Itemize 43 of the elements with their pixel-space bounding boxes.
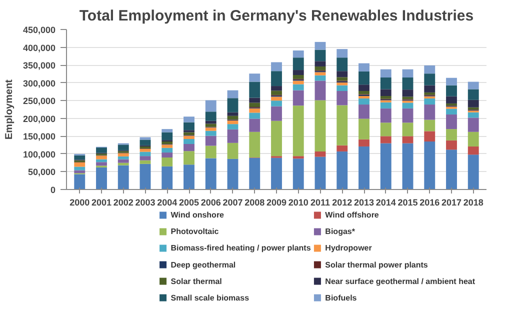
x-tick-label: 2004 bbox=[157, 198, 178, 208]
x-tick-label: 2011 bbox=[310, 198, 330, 208]
x-tick-label: 2012 bbox=[332, 198, 352, 208]
x-tick-label: 2002 bbox=[113, 198, 134, 208]
x-tick-label: 2014 bbox=[376, 198, 396, 208]
legend-label: Wind offshore bbox=[325, 210, 380, 220]
x-tick-label: 2013 bbox=[354, 198, 374, 208]
x-tick-label: 2008 bbox=[244, 198, 265, 208]
legend-label: Deep geothermal bbox=[170, 260, 236, 270]
legend-label: Solar thermal power plants bbox=[325, 260, 428, 270]
x-tick-label: 2005 bbox=[178, 198, 200, 208]
y-tick-label: 250,000 bbox=[22, 96, 56, 106]
x-tick-label: 2016 bbox=[420, 198, 440, 208]
y-tick-label: 350,000 bbox=[22, 60, 56, 71]
legend-label: Near surface geothermal / ambient heat bbox=[325, 276, 476, 286]
y-tick-label: 450,000 bbox=[22, 25, 56, 35]
y-tick-label: 150,000 bbox=[22, 132, 56, 142]
y-axis-title: Employment bbox=[4, 78, 15, 140]
x-tick-label: 2017 bbox=[441, 198, 462, 208]
y-tick-label: 0 bbox=[50, 185, 56, 195]
y-tick-label: 300,000 bbox=[22, 78, 56, 88]
x-tick-label: 2000 bbox=[70, 198, 90, 208]
legend-label: Solar thermal bbox=[170, 276, 222, 286]
y-tick-label: 200,000 bbox=[22, 114, 56, 124]
chart-title: Total Employment in Germany's Renewables Industries bbox=[79, 8, 474, 24]
legend-label: Small scale biomass bbox=[170, 293, 250, 302]
x-tick-label: 2001 bbox=[91, 198, 112, 208]
legend-label: Hydropower bbox=[325, 244, 372, 253]
y-tick-label: 100,000 bbox=[22, 149, 56, 160]
legend-label: Wind onshore bbox=[170, 210, 225, 220]
legend-label: Biomass-fired heating / power plants bbox=[170, 244, 312, 253]
y-tick-label: 400,000 bbox=[22, 42, 56, 53]
x-tick-label: 2009 bbox=[266, 198, 287, 208]
x-tick-label: 2003 bbox=[135, 198, 156, 208]
x-tick-label: 2007 bbox=[222, 198, 243, 208]
legend-label: Biogas* bbox=[325, 227, 356, 236]
x-tick-label: 2015 bbox=[398, 198, 418, 208]
x-tick-label: 2018 bbox=[463, 198, 484, 208]
legend-label: Photovoltaic bbox=[170, 227, 220, 236]
legend-label: Biofuels bbox=[325, 293, 358, 302]
x-tick-label: 2006 bbox=[200, 198, 221, 208]
x-tick-label: 2010 bbox=[288, 198, 308, 208]
y-tick-label: 50,000 bbox=[28, 167, 56, 178]
